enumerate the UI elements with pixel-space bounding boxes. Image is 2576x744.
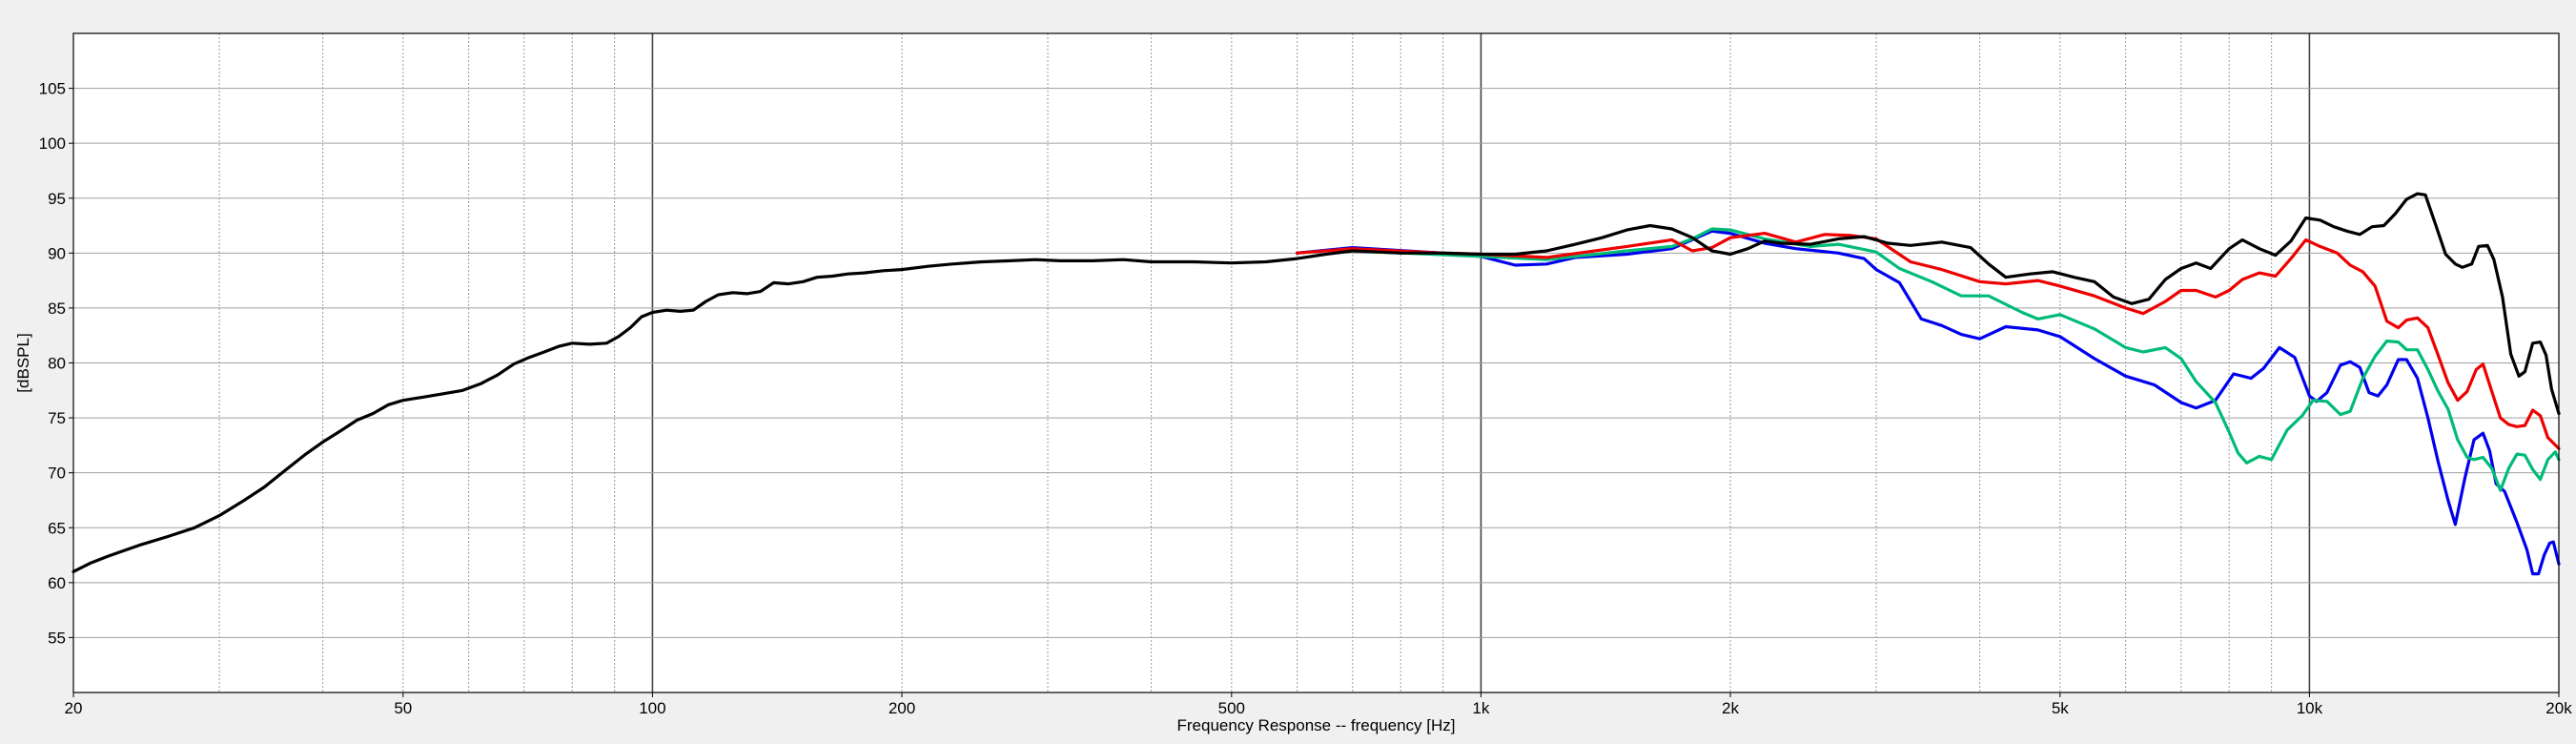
x-tick-label: 1k: [1472, 699, 1489, 717]
x-tick-label: 200: [889, 699, 915, 717]
series-line-2: [1351, 227, 2561, 492]
x-tick-label: 50: [394, 699, 412, 717]
y-tick-label: 95: [48, 190, 66, 208]
y-tick-label: 80: [48, 355, 66, 373]
tick-label-layer: 20 50 100 200 500 1k 2k 5k 10k 20k 55 60 65 70 75 80 85 9…: [39, 80, 2573, 717]
series-line-3: [1296, 232, 2561, 450]
x-tick-label: 5k: [2052, 699, 2069, 717]
y-tick-label: 90: [48, 244, 66, 262]
x-tick-label: 20k: [2545, 699, 2572, 717]
y-tick-label: 100: [39, 134, 66, 153]
y-tick-label: 65: [48, 519, 66, 537]
series-line-1: [1296, 229, 2561, 576]
y-tick-label: 105: [39, 80, 66, 98]
y-tick-label: 70: [48, 465, 66, 483]
series-line-4: [72, 192, 2561, 573]
grid-layer: [73, 33, 2559, 692]
y-tick-label: 85: [48, 300, 66, 318]
x-tick-label: 100: [639, 699, 665, 717]
x-tick-label: 10k: [2297, 699, 2323, 717]
series-layer: [72, 192, 2561, 576]
x-tick-label: 2k: [1722, 699, 1739, 717]
y-tick-label: 60: [48, 574, 66, 592]
y-tick-label: 55: [48, 629, 66, 647]
x-tick-label: 20: [65, 699, 83, 717]
x-axis-title: Frequency Response -- frequency [Hz]: [1177, 716, 1456, 734]
y-axis-title: [dBSPL]: [14, 333, 32, 392]
y-tick-label: 75: [48, 409, 66, 427]
x-tick-label: 500: [1218, 699, 1245, 717]
